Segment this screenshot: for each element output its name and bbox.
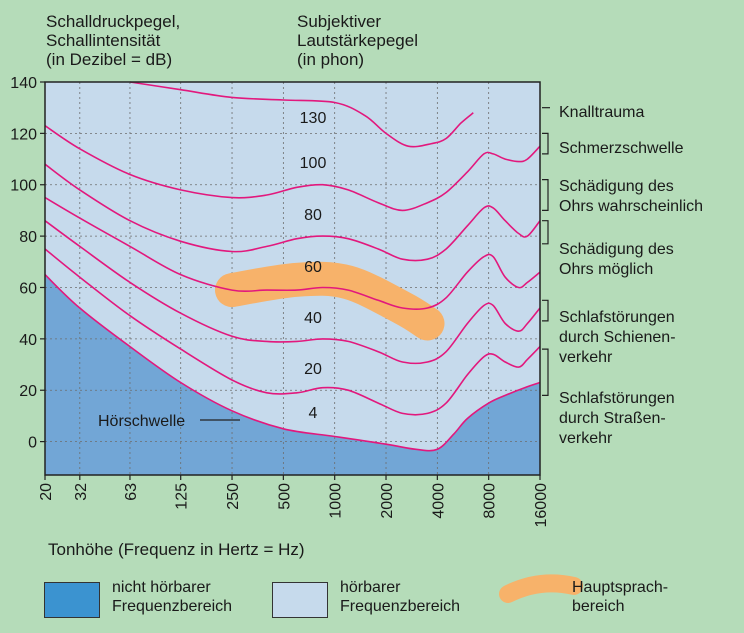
legend-audible-line1: hörbarer xyxy=(340,579,401,596)
curve-label-60: 60 xyxy=(304,259,322,276)
legend-audible-line2: Frequenzbereich xyxy=(340,598,461,615)
annotation-1: Schmerzschwelle xyxy=(542,132,684,157)
y-tick-label: 40 xyxy=(19,332,37,349)
x-tick-label: 4000 xyxy=(430,483,447,519)
curve-40-phon xyxy=(44,220,541,365)
annotation-text: Ohrs möglich xyxy=(559,261,653,278)
curve-80-phon xyxy=(44,163,541,262)
inaudible-region xyxy=(45,274,540,475)
x-tick-label: 16000 xyxy=(533,483,550,528)
y-tick-label: 0 xyxy=(28,435,37,452)
x-tick-label: 8000 xyxy=(482,483,499,519)
y-axis-title-line3: (in Dezibel = dB) xyxy=(46,50,173,69)
y-tick-label: 120 xyxy=(10,126,37,143)
curve-130-phon xyxy=(129,81,474,148)
x-axis: 20 32 63 125 250 500 1000 2000 4000 8000 16000 xyxy=(38,475,550,528)
x-tick-label: 63 xyxy=(123,483,140,501)
y-axis-title-line2: Schallintensität xyxy=(46,31,161,50)
y-tick-label: 140 xyxy=(10,75,37,92)
legend-label-speech: Hauptsprach-bereich xyxy=(572,578,668,616)
annotation-text: verkehr xyxy=(559,349,613,366)
annotation-text: Ohrs wahrscheinlich xyxy=(559,198,703,215)
curve-group xyxy=(44,81,541,452)
phon-axis-title-line1: Subjektiver xyxy=(297,12,382,31)
y-tick-label: 20 xyxy=(19,383,37,400)
curve-label-130: 130 xyxy=(300,110,327,127)
speech-region xyxy=(215,261,445,341)
legend-speech-line1: Hauptsprach- xyxy=(572,579,669,596)
curve-20-phon xyxy=(44,248,541,416)
curve-60-phon xyxy=(44,196,541,310)
annotation-3: Schädigung des Ohrs möglich xyxy=(542,220,674,278)
annotation-0: Knalltrauma xyxy=(542,104,644,121)
annotation-text: Schlafstörungen xyxy=(559,309,675,326)
curve-100-phon xyxy=(44,125,541,212)
x-tick-label: 20 xyxy=(38,483,55,501)
phon-axis-title-line3: (in phon) xyxy=(297,50,365,69)
curve-label-40: 40 xyxy=(304,310,322,327)
annotation-group: Knalltrauma Schmerzschwelle Schädigung des… xyxy=(542,104,703,447)
curve-label-20: 20 xyxy=(304,361,322,378)
annotation-text: Knalltrauma xyxy=(559,104,644,121)
phon-axis-title: Subjektiver Lautstärkepegel (in phon) xyxy=(297,12,418,69)
annotation-text: Schmerzschwelle xyxy=(559,140,684,157)
curve-label-group: 130 100 80 60 40 20 4 xyxy=(300,110,327,422)
phon-axis-title-line2: Lautstärkepegel xyxy=(297,31,418,50)
curve-label-100: 100 xyxy=(300,155,327,172)
legend-label-inaudible: nicht hörbarer Frequenzbereich xyxy=(112,578,232,616)
curve-4-phon xyxy=(44,274,541,452)
plot-frame xyxy=(44,81,541,476)
x-tick-label: 125 xyxy=(174,483,191,510)
legend-inaudible-line2: Frequenzbereich xyxy=(112,598,233,615)
legend-speech-line2: bereich xyxy=(572,598,625,615)
annotation-text: durch Schienen- xyxy=(559,329,676,346)
x-tick-label: 500 xyxy=(276,483,293,510)
y-axis-title: Schalldruckpegel, Schallintensität (in Dez… xyxy=(46,12,180,69)
y-tick-label: 80 xyxy=(19,229,37,246)
x-tick-label: 1000 xyxy=(328,483,345,519)
y-tick-label: 60 xyxy=(19,280,37,297)
annotation-2: Schädigung des Ohrs wahrscheinlich xyxy=(542,178,703,215)
x-tick-label: 250 xyxy=(225,483,242,510)
annotation-text: verkehr xyxy=(559,430,613,447)
curve-label-80: 80 xyxy=(304,207,322,224)
annotation-4: Schlafstörungen durch Schienen-verkehr xyxy=(542,299,676,366)
legend-label-audible: hörbarer Frequenzbereich xyxy=(340,578,460,616)
legend-inaudible-line1: nicht hörbarer xyxy=(112,579,211,596)
x-axis-title: Tonhöhe (Frequenz in Hertz = Hz) xyxy=(48,540,305,559)
y-axis-title-line1: Schalldruckpegel, xyxy=(46,12,181,31)
annotation-5: Schlafstörungen durch Straßen-verkehr xyxy=(542,348,675,447)
annotation-text: Schädigung des xyxy=(559,241,674,258)
x-tick-label: 2000 xyxy=(379,483,396,519)
curve-label-4: 4 xyxy=(309,405,318,422)
legend-swatch-audible xyxy=(272,582,328,618)
x-tick-label: 32 xyxy=(73,483,90,501)
legend-swatch-inaudible xyxy=(44,582,100,618)
annotation-text: Schlafstörungen xyxy=(559,390,675,407)
y-tick-label: 100 xyxy=(10,178,37,195)
y-axis: 0 20 40 60 80 100 120 140 xyxy=(10,75,45,452)
annotation-text: durch Straßen- xyxy=(559,410,666,427)
hoerschwelle-label: Hörschwelle xyxy=(98,413,185,430)
annotation-text: Schädigung des xyxy=(559,178,674,195)
